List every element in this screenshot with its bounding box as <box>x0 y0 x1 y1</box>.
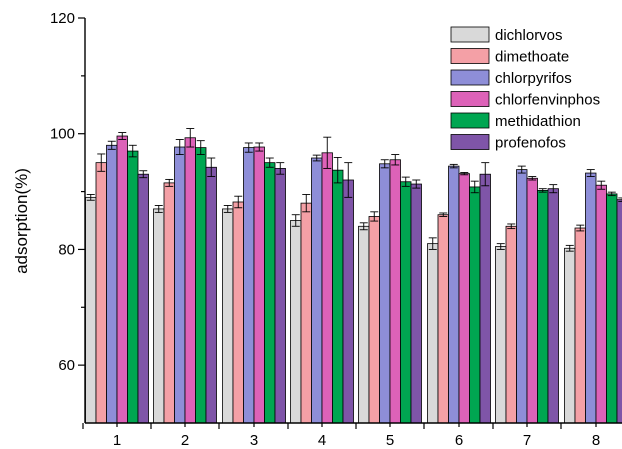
bar-methidathion-8 <box>606 193 618 424</box>
bar-dimethoate-7 <box>505 225 517 424</box>
x-tick-label-6: 6 <box>455 432 463 449</box>
legend-label-dichlorvos: dichlorvos <box>495 27 563 44</box>
bar-dimethoate-2 <box>163 182 175 424</box>
y-tick-label-120: 120 <box>50 10 75 27</box>
legend-label-chlorfenvinphos: chlorfenvinphos <box>495 92 600 109</box>
bar-chlorpyrifos-4 <box>311 157 323 424</box>
bar-chlorfenvinphos-1 <box>116 135 128 424</box>
axes-layer: 60 80 100 120 1 2 3 4 5 6 7 8 <box>50 10 622 449</box>
bar-chlorfenvinphos-2 <box>184 137 196 424</box>
x-tick-label-2: 2 <box>181 432 189 449</box>
bar-dimethoate-1 <box>95 162 107 424</box>
bar-chlorfenvinphos-7 <box>526 177 538 424</box>
bar-dimethoate-3 <box>232 201 244 424</box>
bar-dimethoate-6 <box>437 214 449 424</box>
y-tick-label-100: 100 <box>50 126 75 143</box>
bar-methidathion-3 <box>264 162 276 424</box>
bar-chlorpyrifos-5 <box>379 163 391 424</box>
legend-label-dimethoate: dimethoate <box>495 49 569 66</box>
bar-chlorpyrifos-2 <box>174 146 186 424</box>
x-tick-label-1: 1 <box>113 432 121 449</box>
bar-methidathion-2 <box>195 147 207 424</box>
bar-dichlorvos-2 <box>153 208 165 424</box>
bar-chlorpyrifos-8 <box>585 172 597 424</box>
bar-methidathion-6 <box>469 186 481 424</box>
bar-chlorfenvinphos-8 <box>595 184 607 424</box>
legend-swatch-profenofos <box>450 134 490 150</box>
legend-swatch-chlorpyrifos <box>450 69 490 86</box>
legend-swatch-methidathion <box>450 112 490 129</box>
bar-profenofos-4 <box>342 179 354 424</box>
bar-methidathion-5 <box>400 181 412 424</box>
y-tick-label-60: 60 <box>58 357 75 374</box>
bar-chlorpyrifos-1 <box>106 144 118 424</box>
legend-label-profenofos: profenofos <box>495 135 566 152</box>
bar-dimethoate-4 <box>300 202 312 424</box>
legend-swatch-chlorfenvinphos <box>450 91 490 107</box>
bar-dichlorvos-3 <box>222 208 234 424</box>
bar-chlorfenvinphos-5 <box>389 159 401 424</box>
bar-chlorfenvinphos-3 <box>253 146 265 424</box>
bar-chlorpyrifos-7 <box>516 169 528 424</box>
legend-swatch-dimethoate <box>450 48 490 64</box>
legend-swatch-dichlorvos <box>450 26 490 43</box>
bar-profenofos-7 <box>547 188 559 424</box>
bar-dimethoate-5 <box>368 216 380 424</box>
bar-dichlorvos-4 <box>290 220 302 424</box>
x-tick-label-4: 4 <box>318 432 326 449</box>
bar-dichlorvos-5 <box>358 225 370 424</box>
bar-chlorpyrifos-3 <box>243 147 255 424</box>
x-tick-label-8: 8 <box>592 432 600 449</box>
legend-label-methidathion: methidathion <box>495 113 581 130</box>
bar-chlorfenvinphos-4 <box>321 152 333 424</box>
bar-profenofos-1 <box>137 173 149 424</box>
legend-label-chlorpyrifos: chlorpyrifos <box>495 70 572 87</box>
bar-dichlorvos-8 <box>564 247 576 424</box>
bar-dichlorvos-1 <box>85 196 97 424</box>
bar-chlorfenvinphos-6 <box>458 173 470 424</box>
bar-dimethoate-8 <box>574 227 586 424</box>
y-axis-title: adsorption(%) <box>12 168 31 274</box>
bar-profenofos-3 <box>274 168 286 424</box>
bar-chlorpyrifos-6 <box>448 165 460 424</box>
bar-methidathion-1 <box>127 150 139 424</box>
legend: dichlorvos dimethoate chlorpyrifos chlorfen… <box>450 26 600 152</box>
bar-profenofos-8 <box>616 199 622 424</box>
bar-dichlorvos-6 <box>427 243 439 424</box>
x-tick-label-3: 3 <box>250 432 258 449</box>
x-tick-label-5: 5 <box>386 432 394 449</box>
bar-profenofos-5 <box>410 183 422 424</box>
bars-layer <box>85 128 622 424</box>
bar-methidathion-4 <box>332 169 344 424</box>
bar-dichlorvos-7 <box>495 246 507 424</box>
x-tick-label-7: 7 <box>523 432 531 449</box>
bar-profenofos-6 <box>479 173 491 424</box>
bar-profenofos-2 <box>205 166 217 424</box>
bar-methidathion-7 <box>537 190 549 424</box>
y-tick-label-80: 80 <box>58 241 75 258</box>
